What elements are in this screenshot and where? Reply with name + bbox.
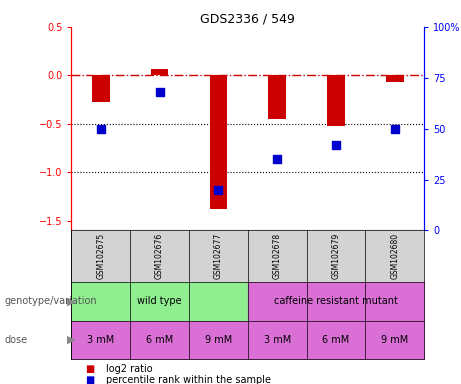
Text: percentile rank within the sample: percentile rank within the sample xyxy=(106,375,271,384)
Bar xyxy=(92,75,110,103)
Text: GSM102678: GSM102678 xyxy=(272,233,282,280)
Bar xyxy=(210,75,227,209)
Text: ▶: ▶ xyxy=(67,296,75,306)
Bar xyxy=(327,75,345,126)
Bar xyxy=(151,69,168,75)
Text: genotype/variation: genotype/variation xyxy=(5,296,97,306)
Text: log2 ratio: log2 ratio xyxy=(106,364,153,374)
Bar xyxy=(268,75,286,119)
Text: GSM102680: GSM102680 xyxy=(390,233,399,280)
Text: 6 mM: 6 mM xyxy=(322,335,349,345)
Point xyxy=(156,89,163,95)
Text: dose: dose xyxy=(5,335,28,345)
Text: 3 mM: 3 mM xyxy=(87,335,114,345)
Text: wild type: wild type xyxy=(137,296,182,306)
Title: GDS2336 / 549: GDS2336 / 549 xyxy=(201,13,295,26)
Text: ■: ■ xyxy=(85,364,95,374)
Text: 3 mM: 3 mM xyxy=(264,335,291,345)
Text: caffeine resistant mutant: caffeine resistant mutant xyxy=(274,296,398,306)
Text: GSM102677: GSM102677 xyxy=(214,233,223,280)
Bar xyxy=(386,75,403,82)
Text: GSM102676: GSM102676 xyxy=(155,233,164,280)
Point xyxy=(391,126,398,132)
Text: 9 mM: 9 mM xyxy=(381,335,408,345)
Text: 6 mM: 6 mM xyxy=(146,335,173,345)
Text: 9 mM: 9 mM xyxy=(205,335,232,345)
Point xyxy=(332,142,340,148)
Text: ■: ■ xyxy=(85,375,95,384)
Point xyxy=(215,187,222,193)
Point xyxy=(97,126,105,132)
Text: ▶: ▶ xyxy=(67,335,75,345)
Text: GSM102675: GSM102675 xyxy=(96,233,106,280)
Text: GSM102679: GSM102679 xyxy=(331,233,341,280)
Point xyxy=(273,156,281,162)
